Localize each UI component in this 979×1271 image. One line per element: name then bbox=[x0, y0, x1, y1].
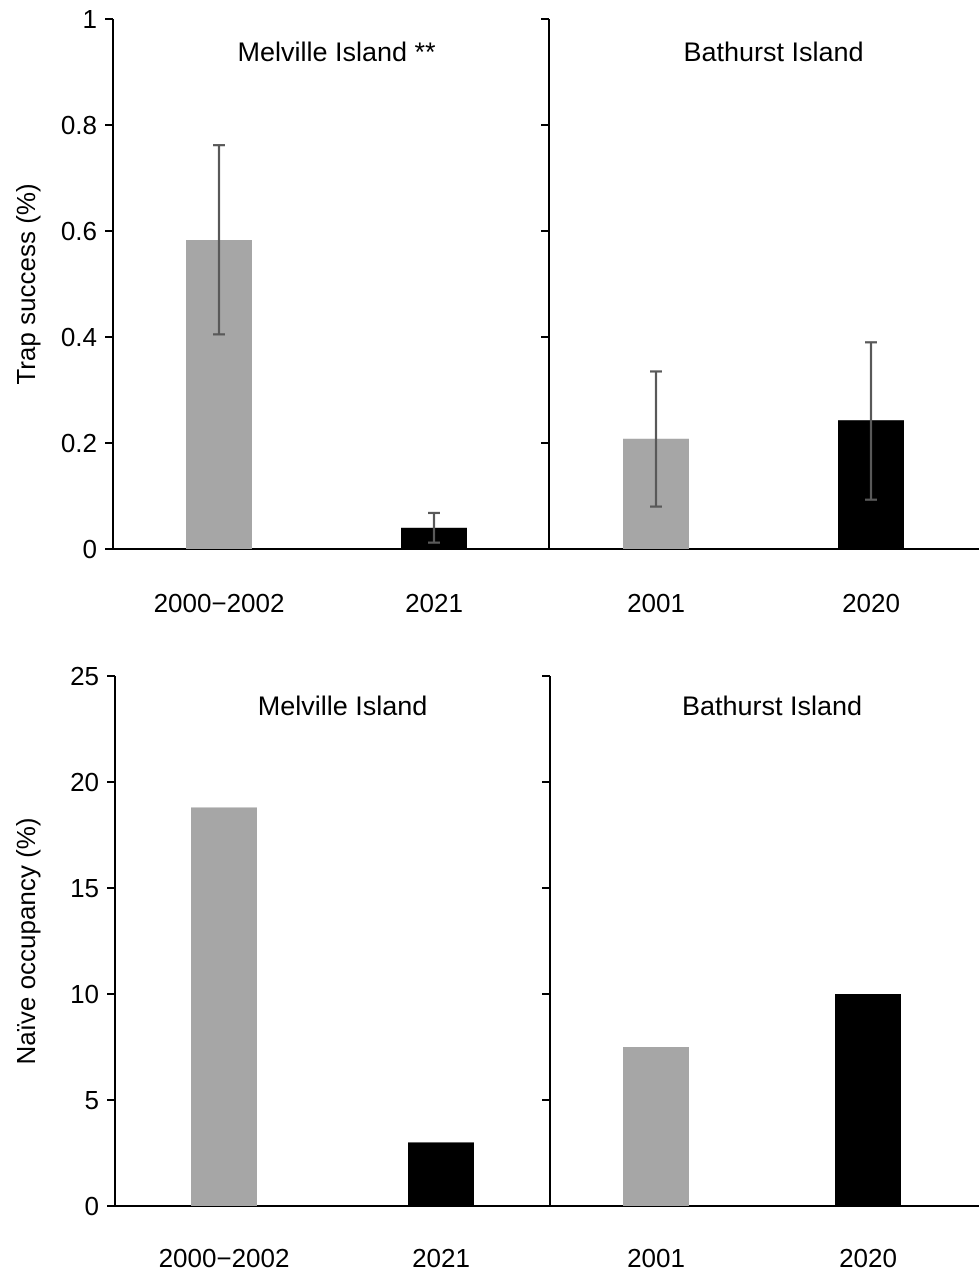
y-axis-title: Trap success (%) bbox=[11, 183, 41, 384]
bar bbox=[408, 1142, 474, 1206]
panel-title: Bathurst Island bbox=[683, 37, 863, 67]
bar bbox=[623, 1047, 689, 1206]
panel-2: Bathurst Island 2001 2020 bbox=[623, 37, 904, 618]
panel-title: Melville Island bbox=[258, 691, 428, 721]
panel-title: Bathurst Island bbox=[682, 691, 862, 721]
y-tick-label: 20 bbox=[70, 767, 99, 797]
y-tick-label: 15 bbox=[70, 873, 99, 903]
panel-1: Melville Island ** 2000−2002 2021 bbox=[154, 37, 467, 618]
y-tick-label: 25 bbox=[70, 661, 99, 691]
bar bbox=[835, 994, 901, 1206]
chart-1: Trap success (%) 0 0.2 0.4 0.6 0.8 1 Melville I… bbox=[11, 4, 979, 618]
category-label: 2021 bbox=[405, 588, 463, 618]
y-tick-label: 0 bbox=[85, 1191, 99, 1221]
y-tick-label: 0.2 bbox=[61, 428, 97, 458]
y-tick-label: 0.6 bbox=[61, 216, 97, 246]
category-label: 2000−2002 bbox=[154, 588, 285, 618]
category-label: 2001 bbox=[627, 588, 685, 618]
panel-title: Melville Island ** bbox=[237, 37, 436, 67]
category-label: 2000−2002 bbox=[159, 1243, 290, 1271]
y-tick-label: 1 bbox=[83, 4, 97, 34]
chart-2: Naïve occupancy (%) 0 5 10 15 20 25 Melville Is… bbox=[11, 661, 979, 1271]
y-tick-label: 0 bbox=[83, 534, 97, 564]
y-tick-label: 10 bbox=[70, 979, 99, 1009]
panel-1: Melville Island 2000−2002 2021 bbox=[159, 691, 474, 1271]
category-label: 2020 bbox=[842, 588, 900, 618]
bar bbox=[191, 807, 257, 1206]
y-tick-label: 0.8 bbox=[61, 110, 97, 140]
y-tick-label: 5 bbox=[85, 1085, 99, 1115]
category-label: 2001 bbox=[627, 1243, 685, 1271]
category-label: 2020 bbox=[839, 1243, 897, 1271]
y-axis-title: Naïve occupancy (%) bbox=[11, 817, 41, 1064]
y-tick-label: 0.4 bbox=[61, 322, 97, 352]
panel-2: Bathurst Island 2001 2020 bbox=[623, 691, 901, 1271]
category-label: 2021 bbox=[412, 1243, 470, 1271]
